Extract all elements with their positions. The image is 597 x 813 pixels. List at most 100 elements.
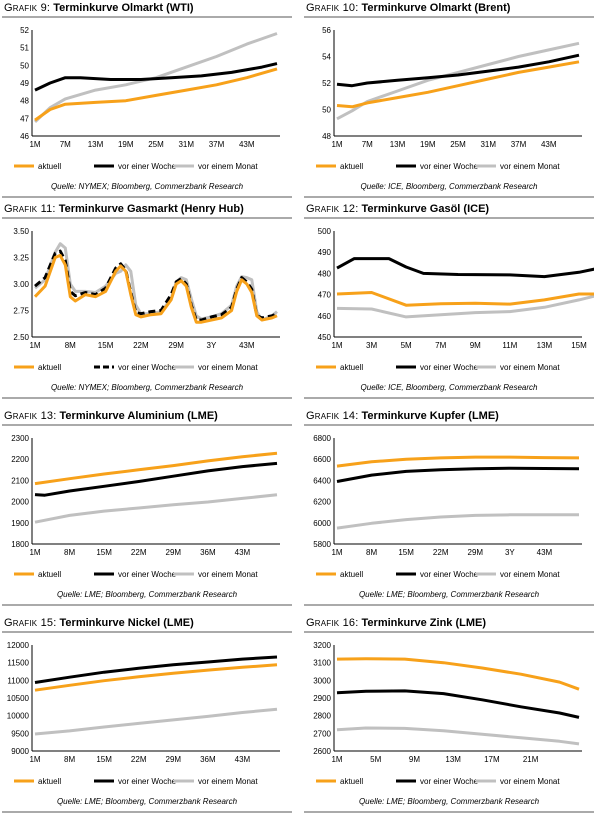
top-divider xyxy=(2,631,292,633)
bottom-divider xyxy=(304,397,594,399)
x-tick-label: 37M xyxy=(209,140,225,149)
legend-label: aktuell xyxy=(38,162,61,171)
chart-title: Grafik 11: Terminkurve Gasmarkt (Henry H… xyxy=(4,203,244,215)
chart-svg: 2.50 2.75 3.00 3.25 3.50 1M 8M 15M 22M 29M 3Y 43M ak… xyxy=(13,227,280,372)
x-tick-label: 1M xyxy=(331,341,342,350)
top-divider xyxy=(2,424,292,426)
legend-label: vor einem Monat xyxy=(500,777,560,786)
chart-title-text: Terminkurve Gasmarkt (Henry Hub) xyxy=(55,203,244,215)
y-tick-label: 6000 xyxy=(313,519,331,528)
legend-label: vor einer Woche xyxy=(118,570,177,579)
chart-title: Grafik 16: Terminkurve Zink (LME) xyxy=(306,617,486,629)
x-tick-label: 36M xyxy=(200,755,216,764)
series-line xyxy=(34,663,278,692)
x-tick-label: 3Y xyxy=(207,341,217,350)
legend-label: vor einer Woche xyxy=(118,363,177,372)
legend-label: aktuell xyxy=(38,570,61,579)
source-note: Quelle: NYMEX; Bloomberg, Commerzbank Re… xyxy=(50,383,244,392)
top-divider xyxy=(304,16,594,18)
y-tick-label: 56 xyxy=(322,26,331,35)
chart-svg: 1800 1900 2000 2100 2200 2300 1M 8M 15M 22M 29M 36M… xyxy=(11,434,280,579)
y-tick-label: 3.00 xyxy=(13,280,29,289)
y-tick-label: 46 xyxy=(20,132,29,141)
chart-title: Grafik 14: Terminkurve Kupfer (LME) xyxy=(306,410,499,422)
source-note: Quelle: NYMEX; Bloomberg, Commerzbank Re… xyxy=(50,182,244,191)
x-tick-label: 1M xyxy=(29,755,40,764)
x-tick-label: 9M xyxy=(470,341,481,350)
legend-label: vor einem Monat xyxy=(198,363,258,372)
legend-label: vor einem Monat xyxy=(500,162,560,171)
x-tick-label: 43M xyxy=(239,341,255,350)
x-tick-label: 3Y xyxy=(505,548,515,557)
legend-label: vor einem Monat xyxy=(198,162,258,171)
legend-label: aktuell xyxy=(340,162,363,171)
y-tick-label: 49 xyxy=(20,79,29,88)
y-tick-label: 470 xyxy=(318,291,332,300)
legend-label: vor einer Woche xyxy=(420,570,479,579)
chart-number: Grafik 12: xyxy=(306,203,359,215)
chart-title: Grafik 10: Terminkurve Olmarkt (Brent) xyxy=(306,2,510,14)
y-tick-label: 3.50 xyxy=(13,227,29,236)
legend-label: vor einer Woche xyxy=(420,162,479,171)
y-tick-label: 490 xyxy=(318,248,332,257)
x-tick-label: 31M xyxy=(480,140,496,149)
series-line xyxy=(34,67,278,122)
x-tick-label: 3M xyxy=(366,341,377,350)
x-tick-label: 8M xyxy=(65,341,76,350)
y-tick-label: 6200 xyxy=(313,498,331,507)
series-line xyxy=(336,466,580,483)
x-tick-label: 36M xyxy=(200,548,216,557)
y-tick-label: 52 xyxy=(20,26,29,35)
chart-panel: Grafik 16: Terminkurve Zink (LME) 2600 270… xyxy=(304,617,594,813)
x-tick-label: 21M xyxy=(523,755,539,764)
series-line xyxy=(34,707,278,736)
legend-label: vor einer Woche xyxy=(118,777,177,786)
y-tick-label: 50 xyxy=(20,61,29,70)
y-tick-label: 10000 xyxy=(7,712,30,721)
x-tick-label: 5M xyxy=(370,755,381,764)
source-note: Quelle: ICE, Bloomberg, Commerzbank Rese… xyxy=(360,182,538,191)
x-tick-label: 1M xyxy=(29,341,40,350)
x-tick-label: 22M xyxy=(433,548,449,557)
y-tick-label: 480 xyxy=(318,269,332,278)
legend-label: vor einer Woche xyxy=(118,162,177,171)
x-tick-label: 5M xyxy=(401,341,412,350)
y-tick-label: 12000 xyxy=(7,641,30,650)
y-tick-label: 2800 xyxy=(313,712,331,721)
y-tick-label: 3100 xyxy=(313,659,331,668)
chart-title-text: Terminkurve Aluminium (LME) xyxy=(56,410,218,422)
x-tick-label: 15M xyxy=(96,548,112,557)
x-tick-label: 8M xyxy=(366,548,377,557)
legend-label: vor einer Woche xyxy=(420,363,479,372)
y-tick-label: 48 xyxy=(322,132,331,141)
legend-label: vor einer Woche xyxy=(420,777,479,786)
bottom-divider xyxy=(2,196,292,198)
series-line xyxy=(336,513,579,530)
y-tick-label: 9500 xyxy=(11,729,29,738)
y-tick-label: 5800 xyxy=(313,540,331,549)
chart-panel: Grafik 12: Terminkurve Gasöl (ICE) 450 460… xyxy=(304,203,594,399)
chart-panel: Grafik 13: Terminkurve Aluminium (LME) 18… xyxy=(2,410,292,606)
chart-title-text: Terminkurve Olmarkt (Brent) xyxy=(358,2,511,14)
chart-svg: 48 50 52 54 56 1M 7M 13M 19M 25M 31M 37M 43M aktuell v… xyxy=(316,26,582,171)
x-tick-label: 43M xyxy=(235,755,251,764)
series-line xyxy=(34,461,278,497)
top-divider xyxy=(304,631,594,633)
source-note: Quelle: LME; Bloomberg, Commerzbank Rese… xyxy=(56,797,238,806)
x-tick-label: 1M xyxy=(331,755,342,764)
source-note: Quelle: LME; Bloomberg, Commerzbank Rese… xyxy=(56,590,238,599)
legend-label: aktuell xyxy=(340,363,363,372)
y-tick-label: 3.25 xyxy=(13,254,29,263)
bottom-divider xyxy=(304,604,594,606)
y-tick-label: 3000 xyxy=(313,676,331,685)
x-tick-label: 9M xyxy=(409,755,420,764)
x-tick-label: 37M xyxy=(511,140,527,149)
x-tick-label: 15M xyxy=(96,755,112,764)
x-tick-label: 15M xyxy=(98,341,114,350)
legend-label: aktuell xyxy=(340,570,363,579)
chart-panel: Grafik 14: Terminkurve Kupfer (LME) 5800 6… xyxy=(304,410,594,606)
x-tick-label: 43M xyxy=(537,548,553,557)
y-tick-label: 460 xyxy=(318,312,332,321)
x-tick-label: 29M xyxy=(468,548,484,557)
y-tick-label: 450 xyxy=(318,333,332,342)
